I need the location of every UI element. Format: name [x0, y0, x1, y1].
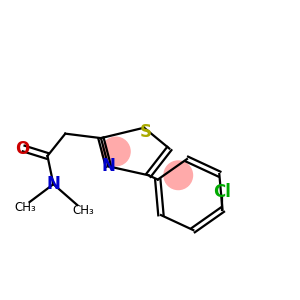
Circle shape [164, 161, 193, 190]
Text: CH₃: CH₃ [14, 201, 36, 214]
Text: S: S [140, 123, 152, 141]
Circle shape [102, 137, 130, 166]
Text: N: N [46, 175, 60, 193]
Text: O: O [15, 140, 29, 158]
Text: CH₃: CH₃ [72, 204, 94, 217]
Text: N: N [101, 157, 115, 175]
Text: Cl: Cl [214, 183, 231, 201]
